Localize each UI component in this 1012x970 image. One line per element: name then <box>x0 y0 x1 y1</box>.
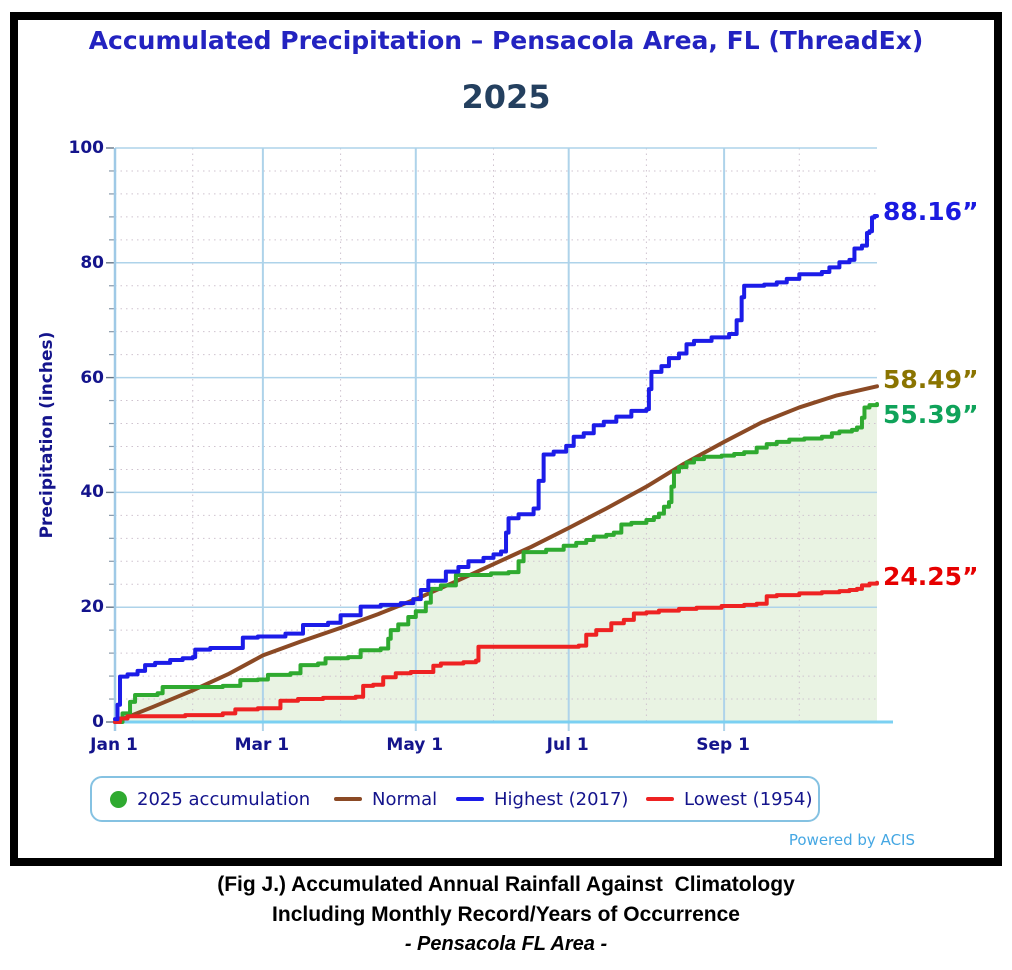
chart-year-subtitle: 2025 <box>461 78 551 116</box>
end-label-highest-2017-: 88.16” <box>883 196 979 226</box>
y-tick-label: 60 <box>80 367 104 388</box>
major-gridlines <box>106 147 877 731</box>
y-tick-label: 20 <box>80 597 104 618</box>
chart-title: Accumulated Precipitation – Pensacola Ar… <box>88 26 924 55</box>
legend-marker-dash <box>646 797 674 801</box>
legend-label: Highest (2017) <box>494 788 629 810</box>
legend-item-normal[interactable]: Normal <box>334 778 437 820</box>
legend-label: Normal <box>372 788 438 810</box>
x-tick-label: Sep 1 <box>696 735 750 755</box>
caption-line-2: Including Monthly Record/Years of Occurr… <box>272 903 740 926</box>
y-tick-label: 80 <box>80 252 104 273</box>
minor-gridlines <box>109 148 877 722</box>
caption-line-3: - Pensacola FL Area - <box>404 933 608 955</box>
legend-item-highest-2017-[interactable]: Highest (2017) <box>456 778 628 820</box>
legend-item-2025-accumulation[interactable]: 2025 accumulation <box>110 778 310 820</box>
y-tick-label: 100 <box>68 138 105 158</box>
axes <box>113 148 893 731</box>
legend-marker-dash <box>334 797 362 801</box>
line-highest-2017- <box>113 213 879 722</box>
x-tick-label: Jul 1 <box>546 735 589 755</box>
legend-label: Lowest (1954) <box>684 788 813 810</box>
series-lines <box>113 213 879 724</box>
end-label-normal: 58.49” <box>883 365 979 395</box>
legend: 2025 accumulation Normal Highest (2017) Low… <box>90 776 820 822</box>
legend-marker-circle <box>110 790 127 808</box>
legend-marker-dash <box>456 797 484 801</box>
x-tick-label: May 1 <box>386 735 444 755</box>
x-tick-label: Mar 1 <box>234 735 290 755</box>
line-lowest-1954- <box>113 580 879 724</box>
fill-2025-accumulation <box>115 404 877 722</box>
end-label-lowest-1954-: 24.25” <box>883 561 979 591</box>
powered-by-acis: Powered by ACIS <box>788 831 915 849</box>
x-tick-label: Jan 1 <box>90 735 138 755</box>
caption-line-1: (Fig J.) Accumulated Annual Rainfall Aga… <box>217 873 795 896</box>
y-axis-title: Precipitation (inches) <box>37 331 57 539</box>
y-tick-label: 40 <box>80 482 104 503</box>
line-2025-accumulation <box>113 402 879 724</box>
line-normal <box>113 384 879 724</box>
end-label-2025-accumulation: 55.39” <box>883 400 979 430</box>
figure-caption: (Fig J.) Accumulated Annual Rainfall Aga… <box>0 870 1012 959</box>
accumulation-fill-area <box>115 404 877 722</box>
y-tick-label: 0 <box>92 712 104 732</box>
legend-label: 2025 accumulation <box>137 788 311 810</box>
legend-item-lowest-1954-[interactable]: Lowest (1954) <box>646 778 813 820</box>
